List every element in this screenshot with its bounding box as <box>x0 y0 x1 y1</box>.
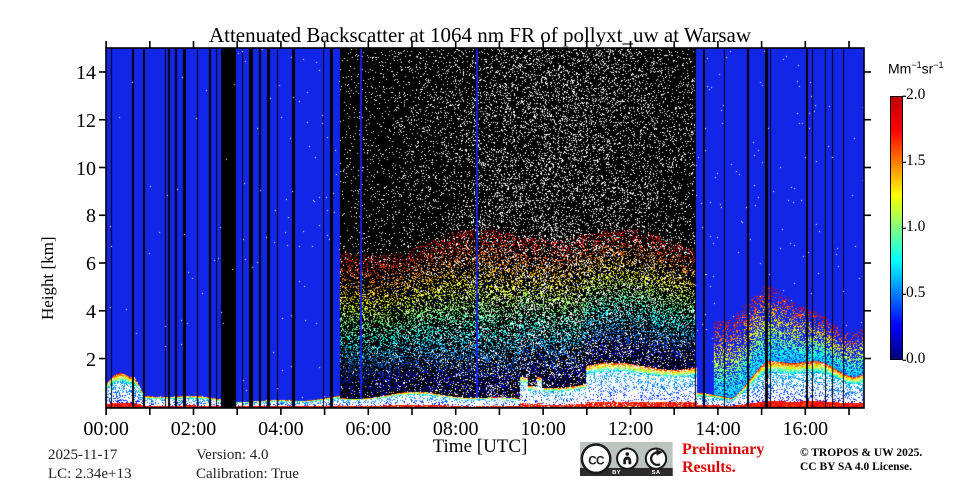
svg-text:SA: SA <box>652 470 661 476</box>
svg-text:CC: CC <box>588 454 605 467</box>
svg-text:BY: BY <box>612 470 621 476</box>
